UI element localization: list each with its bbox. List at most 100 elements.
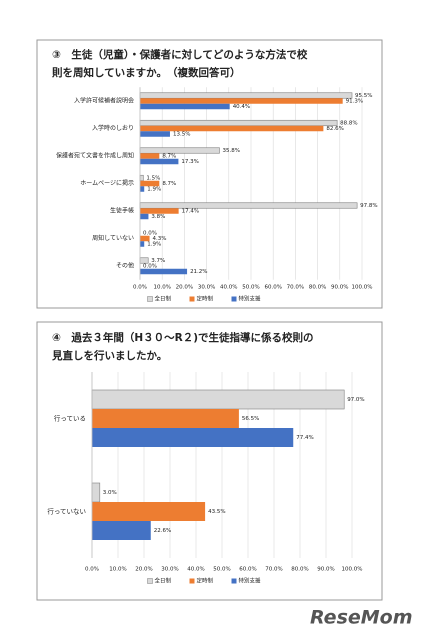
category-label: 保護者宛て文書を作成し周知 — [56, 152, 134, 160]
value-label: 17.4% — [182, 209, 199, 215]
legend-swatch — [147, 578, 153, 584]
value-label: 82.6% — [326, 126, 343, 132]
legend-swatch — [231, 296, 237, 302]
category-label: 入学時のしおり — [92, 124, 134, 132]
bar — [140, 186, 145, 192]
value-label: 77.4% — [296, 435, 313, 441]
x-tick-label: 90.0% — [317, 567, 334, 573]
bar — [91, 389, 345, 410]
x-tick-label: 20.0% — [176, 285, 193, 291]
chart-title: 見直しを行いましたか。 — [51, 349, 167, 362]
value-label: 0.0% — [143, 231, 157, 237]
legend-swatch — [189, 578, 195, 584]
x-tick-label: 100.0% — [342, 567, 363, 573]
x-tick-label: 80.0% — [291, 567, 308, 573]
bar — [92, 502, 206, 521]
value-label: 17.3% — [181, 159, 198, 165]
legend-label: 全日制 — [155, 295, 172, 303]
value-label: 88.8% — [340, 121, 357, 127]
value-label: 56.5% — [242, 416, 259, 422]
x-tick-label: 90.0% — [331, 285, 348, 291]
legend-label: 特別支援 — [239, 577, 262, 585]
x-tick-label: 10.0% — [109, 567, 126, 573]
legend-swatch — [147, 296, 153, 302]
bar — [139, 119, 338, 127]
value-label: 3.0% — [103, 490, 117, 496]
value-label: 43.5% — [208, 509, 225, 515]
legend-label: 全日制 — [155, 577, 172, 585]
category-label: 入学許可候補者説明会 — [74, 97, 134, 105]
x-tick-label: 70.0% — [287, 285, 304, 291]
x-tick-label: 10.0% — [153, 285, 170, 291]
value-label: 35.8% — [222, 148, 239, 154]
value-label: 1.9% — [147, 242, 161, 248]
chart-title: ④ 過去３年間（H３０～R２)で生徒指導に係る校則の — [52, 331, 314, 344]
bar — [140, 208, 179, 214]
bar — [139, 257, 149, 264]
legend-label: 定時制 — [197, 577, 214, 585]
x-tick-label: 50.0% — [242, 285, 259, 291]
x-tick-label: 0.0% — [133, 285, 147, 291]
value-label: 97.0% — [347, 397, 364, 403]
category-label: 生徒手帳 — [110, 207, 134, 215]
bar — [140, 125, 324, 132]
value-label: 21.2% — [190, 269, 207, 275]
x-tick-label: 80.0% — [309, 285, 326, 291]
bar — [140, 158, 179, 165]
x-tick-label: 0.0% — [85, 567, 99, 573]
value-label: 22.6% — [154, 528, 171, 534]
bar — [140, 268, 188, 275]
bar — [140, 235, 150, 242]
bar — [140, 241, 145, 247]
category-label: ホームページに掲示 — [80, 179, 134, 187]
x-tick-label: 60.0% — [239, 567, 256, 573]
bar — [92, 428, 294, 447]
bar — [91, 482, 101, 503]
value-label: 40.4% — [233, 104, 250, 110]
chart-title: 則を周知していますか。 （複数回答可） — [51, 66, 240, 79]
value-label: 8.7% — [162, 181, 176, 187]
value-label: 4.3% — [153, 236, 167, 242]
bar — [139, 202, 358, 209]
value-label: 0.0% — [143, 264, 157, 270]
bar — [140, 103, 230, 110]
chart-frame — [36, 321, 383, 601]
value-label: 1.5% — [146, 176, 160, 182]
bar — [92, 521, 151, 540]
x-tick-label: 40.0% — [220, 285, 237, 291]
category-label: 行っている — [54, 414, 86, 423]
category-label: 行っていない — [47, 507, 86, 516]
chart-frame — [36, 39, 383, 309]
x-tick-label: 100.0% — [352, 285, 373, 291]
legend-label: 定時制 — [197, 295, 214, 303]
bar — [140, 213, 149, 220]
bar — [92, 409, 239, 428]
x-tick-label: 40.0% — [187, 567, 204, 573]
bar — [140, 180, 160, 187]
value-label: 97.8% — [360, 203, 377, 209]
logo: ReseMom — [310, 607, 413, 629]
value-label: 3.8% — [151, 214, 165, 220]
chart-title: ③ 生徒（児童）・保護者に対してどのような方法で校 — [52, 48, 308, 61]
bar — [139, 174, 144, 182]
bar — [139, 147, 220, 154]
value-label: 91.3% — [346, 99, 363, 105]
x-tick-label: 60.0% — [264, 285, 281, 291]
bar — [139, 92, 353, 99]
x-tick-label: 70.0% — [265, 567, 282, 573]
legend-swatch — [189, 296, 195, 302]
category-label: その他 — [116, 262, 134, 270]
bar — [140, 131, 170, 137]
x-tick-label: 30.0% — [161, 567, 178, 573]
legend-swatch — [231, 578, 237, 584]
value-label: 3.7% — [151, 258, 165, 264]
x-tick-label: 30.0% — [198, 285, 215, 291]
x-tick-label: 50.0% — [213, 567, 230, 573]
category-label: 周知していない — [92, 234, 134, 242]
value-label: 95.5% — [355, 93, 372, 99]
x-tick-label: 20.0% — [135, 567, 152, 573]
value-label: 8.7% — [162, 154, 176, 160]
bar — [140, 98, 343, 104]
